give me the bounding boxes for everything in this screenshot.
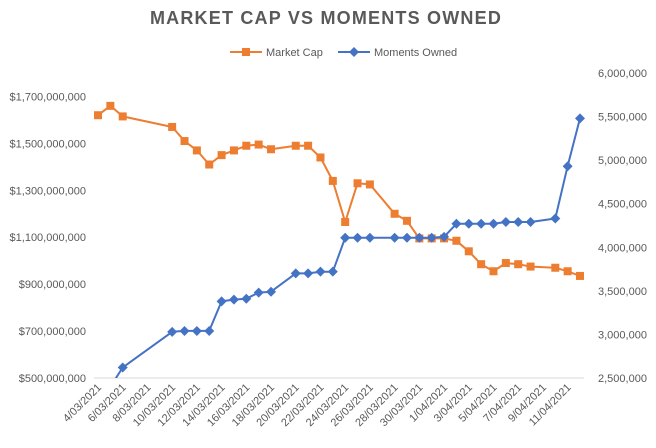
data-point-market-cap[interactable]	[501, 259, 510, 268]
data-point-moments-owned[interactable]	[315, 266, 326, 277]
data-point-moments-owned[interactable]	[488, 218, 499, 229]
left-tick-label: $1,100,000,000	[10, 232, 86, 244]
data-point-market-cap[interactable]	[390, 209, 399, 218]
data-point-moments-owned[interactable]	[327, 266, 338, 277]
data-point-moments-owned[interactable]	[179, 325, 190, 336]
data-point-moments-owned[interactable]	[253, 287, 264, 298]
data-point-moments-owned[interactable]	[241, 293, 252, 304]
data-point-moments-owned[interactable]	[216, 296, 227, 307]
right-tick-label: 5,000,000	[598, 155, 647, 167]
x-axis: 4/03/20216/03/20218/03/202110/03/202112/…	[61, 377, 584, 429]
data-point-market-cap[interactable]	[168, 122, 177, 131]
data-point-market-cap[interactable]	[291, 141, 300, 150]
left-tick-label: $1,500,000,000	[10, 138, 86, 150]
right-tick-label: 4,500,000	[598, 199, 647, 211]
data-point-market-cap[interactable]	[341, 217, 350, 226]
data-point-moments-owned[interactable]	[167, 326, 178, 337]
data-point-market-cap[interactable]	[180, 137, 189, 146]
data-point-market-cap[interactable]	[563, 267, 572, 276]
right-tick-label: 3,500,000	[598, 286, 647, 298]
data-point-moments-owned[interactable]	[550, 213, 561, 224]
data-point-market-cap[interactable]	[353, 179, 362, 188]
left-axis: $500,000,000 $700,000,000 $900,000,000 $1,1…	[10, 91, 86, 385]
data-point-moments-owned[interactable]	[352, 232, 363, 243]
data-point-market-cap[interactable]	[576, 271, 584, 280]
data-point-market-cap[interactable]	[402, 216, 411, 225]
data-point-moments-owned[interactable]	[117, 362, 128, 373]
data-point-market-cap[interactable]	[118, 112, 127, 121]
right-tick-label: 2,500,000	[598, 373, 647, 385]
data-point-market-cap[interactable]	[229, 146, 238, 155]
data-point-moments-owned[interactable]	[303, 268, 314, 279]
data-point-market-cap[interactable]	[106, 101, 115, 110]
series-line-market-cap	[97, 104, 581, 277]
data-point-market-cap[interactable]	[316, 153, 325, 162]
data-point-moments-owned[interactable]	[389, 232, 400, 243]
data-point-market-cap[interactable]	[365, 180, 374, 189]
left-tick-label: $1,300,000,000	[10, 185, 86, 197]
data-point-market-cap[interactable]	[452, 236, 461, 245]
data-point-market-cap[interactable]	[514, 260, 523, 269]
data-point-moments-owned[interactable]	[266, 286, 277, 297]
data-point-moments-owned[interactable]	[463, 218, 474, 229]
data-point-market-cap[interactable]	[464, 247, 473, 256]
data-point-market-cap[interactable]	[205, 160, 214, 169]
right-tick-label: 5,500,000	[598, 112, 647, 124]
data-point-market-cap[interactable]	[551, 263, 560, 272]
data-point-market-cap[interactable]	[254, 140, 263, 149]
right-tick-label: 6,000,000	[598, 68, 647, 80]
data-point-market-cap[interactable]	[94, 111, 102, 120]
data-point-moments-owned[interactable]	[364, 232, 375, 243]
right-tick-label: 4,000,000	[598, 242, 647, 254]
left-tick-label: $500,000,000	[19, 373, 86, 385]
legend-label-market-cap[interactable]: Market Cap	[266, 47, 323, 59]
data-point-moments-owned[interactable]	[451, 218, 462, 229]
data-point-market-cap[interactable]	[267, 145, 276, 154]
data-point-moments-owned[interactable]	[204, 325, 215, 336]
series-group	[94, 101, 585, 378]
chart-title: MARKET CAP VS MOMENTS OWNED	[150, 8, 502, 28]
data-point-moments-owned[interactable]	[426, 232, 437, 243]
data-point-moments-owned[interactable]	[439, 231, 450, 242]
data-point-market-cap[interactable]	[217, 151, 226, 160]
data-point-moments-owned[interactable]	[401, 232, 412, 243]
right-tick-label: 3,000,000	[598, 329, 647, 341]
data-point-moments-owned[interactable]	[340, 232, 351, 243]
left-tick-label: $900,000,000	[19, 279, 86, 291]
data-point-moments-owned[interactable]	[476, 218, 487, 229]
left-tick-label: $700,000,000	[19, 326, 86, 338]
data-point-market-cap[interactable]	[192, 146, 201, 155]
left-tick-label: $1,700,000,000	[10, 91, 86, 103]
legend-marker-moments-owned	[349, 47, 359, 57]
data-point-market-cap[interactable]	[328, 176, 337, 185]
data-point-moments-owned[interactable]	[575, 113, 585, 124]
data-point-moments-owned[interactable]	[414, 232, 425, 243]
data-point-moments-owned[interactable]	[513, 217, 524, 228]
data-point-moments-owned[interactable]	[525, 217, 536, 228]
series-line-moments-owned	[114, 118, 581, 378]
chart-legend: Market Cap Moments Owned	[230, 47, 457, 59]
data-point-moments-owned[interactable]	[500, 217, 511, 228]
data-point-market-cap[interactable]	[477, 260, 486, 269]
data-point-moments-owned[interactable]	[290, 268, 301, 279]
data-point-market-cap[interactable]	[489, 267, 498, 276]
right-axis: 2,500,000 3,000,000 3,500,000 4,000,000 4,50…	[598, 68, 647, 385]
plot-area	[94, 101, 585, 378]
data-point-moments-owned[interactable]	[191, 325, 202, 336]
legend-label-moments-owned[interactable]: Moments Owned	[374, 47, 457, 59]
data-point-market-cap[interactable]	[304, 141, 313, 150]
data-point-moments-owned[interactable]	[228, 294, 239, 305]
data-point-moments-owned[interactable]	[562, 161, 573, 172]
legend-marker-market-cap	[242, 48, 250, 56]
data-point-market-cap[interactable]	[526, 262, 535, 271]
data-point-market-cap[interactable]	[242, 141, 251, 150]
